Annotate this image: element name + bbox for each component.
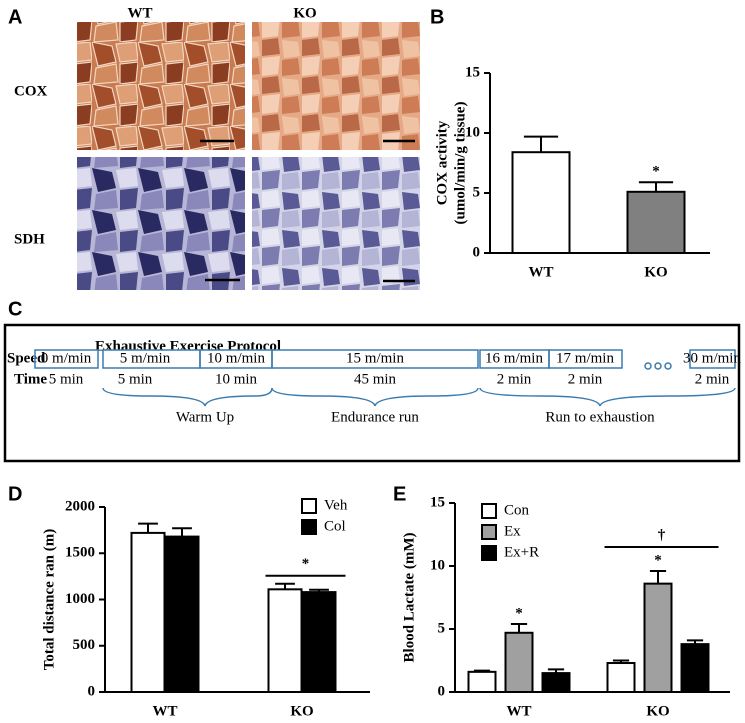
stage-time: 10 min xyxy=(215,371,258,387)
legend-label: Veh xyxy=(324,497,348,513)
y-tick-label: 15 xyxy=(465,64,480,80)
bar xyxy=(606,662,636,694)
column-label: KO xyxy=(293,5,316,21)
y-tick-label: 5 xyxy=(438,620,446,636)
row-label: SDH xyxy=(14,231,45,247)
phase: Warm Up xyxy=(176,409,234,425)
stage-time: 2 min xyxy=(695,371,730,387)
legend-label: Col xyxy=(324,518,346,534)
stage-speed: 10 m/min xyxy=(207,350,265,366)
panel-letter: D xyxy=(8,483,22,505)
stage-boxes xyxy=(34,349,736,407)
annotation: * xyxy=(515,605,523,621)
legend-swatch xyxy=(481,503,497,519)
y-tick-label: 15 xyxy=(430,494,445,510)
annotation: † xyxy=(658,527,666,543)
stage-speed: 16 m/min xyxy=(485,350,543,366)
bar xyxy=(504,631,534,694)
y-tick-label: 0 xyxy=(473,244,481,260)
annotation: * xyxy=(652,164,660,180)
stages: 0 m/min 5 m/min 10 m/min 15 m/min 16 m/m… xyxy=(41,350,742,425)
y-tick-label: 10 xyxy=(465,124,480,140)
stage-speed: 17 m/min xyxy=(556,350,614,366)
y-tick-label: 5 xyxy=(473,184,481,200)
panel-letter: A xyxy=(8,6,22,28)
phase: Run to exhaustion xyxy=(545,409,655,425)
annotation: * xyxy=(302,556,310,572)
stage-time: 2 min xyxy=(568,371,603,387)
y-tick-label: 1500 xyxy=(65,545,95,561)
bar xyxy=(511,151,571,254)
stage-speed: 0 m/min xyxy=(41,350,92,366)
x-tick-label: WT xyxy=(152,703,177,719)
stage-speed: 5 m/min xyxy=(120,350,171,366)
legend-swatch xyxy=(481,524,497,540)
stage-time: 5 min xyxy=(49,371,84,387)
micrograph xyxy=(252,157,420,290)
stage-time: 45 min xyxy=(354,371,397,387)
micrograph xyxy=(252,22,420,150)
bar xyxy=(130,531,166,694)
x-tick-label: KO xyxy=(644,264,667,280)
y-tick-label: 0 xyxy=(88,683,96,699)
y-axis-label: COX activity xyxy=(434,120,450,205)
legend-label: Ex xyxy=(504,523,521,539)
y-axis-label: Blood Lactate (mM) xyxy=(401,533,417,663)
legend-swatch xyxy=(301,519,317,535)
y-tick-label: 1000 xyxy=(65,591,95,607)
stage-speed: 15 m/min xyxy=(346,350,404,366)
row-label: Speed xyxy=(7,350,46,366)
bar xyxy=(301,591,337,693)
bar xyxy=(541,672,571,693)
stage-time: 5 min xyxy=(118,371,153,387)
bar xyxy=(267,588,303,694)
y-tick-label: 500 xyxy=(73,637,96,653)
stage-speed: 30 m/min xyxy=(683,350,741,366)
annotation: * xyxy=(654,552,662,568)
x-tick-label: WT xyxy=(528,264,553,280)
row-label: Time xyxy=(14,371,47,387)
x-tick-label: WT xyxy=(506,703,531,719)
row-label: COX xyxy=(14,83,48,99)
x-tick-label: KO xyxy=(646,703,669,719)
scale-bars xyxy=(200,139,415,283)
legend-swatch xyxy=(481,545,497,561)
bar xyxy=(467,670,497,694)
legend-swatch xyxy=(301,498,317,514)
bar xyxy=(164,535,200,693)
y-tick-label: 0 xyxy=(438,683,446,699)
protocol-box xyxy=(3,323,741,463)
panel-letter: B xyxy=(430,6,444,28)
y-tick-label: 2000 xyxy=(65,498,95,514)
column-label: WT xyxy=(127,5,152,21)
bar xyxy=(680,643,710,693)
y-tick-label: 10 xyxy=(430,557,445,573)
panel-letter: E xyxy=(393,483,406,505)
panel-c: C Exhaustive Exercise Protocol Speed Tim… xyxy=(3,298,742,463)
panel-a: A WT KO COX SDH xyxy=(8,5,420,290)
bar xyxy=(643,582,673,694)
bar xyxy=(626,190,686,255)
x-tick-label: KO xyxy=(290,703,313,719)
y-axis-label: Total distance ran (m) xyxy=(41,529,57,671)
y-axis-label: (umol/min/g tissue) xyxy=(452,102,468,225)
panel-letter: C xyxy=(8,298,22,320)
micrograph xyxy=(77,157,245,290)
legend-label: Con xyxy=(504,502,530,518)
legend-label: Ex+R xyxy=(504,544,539,560)
stage-time: 2 min xyxy=(497,371,532,387)
micrograph xyxy=(77,22,245,150)
phase: Endurance run xyxy=(331,409,419,425)
